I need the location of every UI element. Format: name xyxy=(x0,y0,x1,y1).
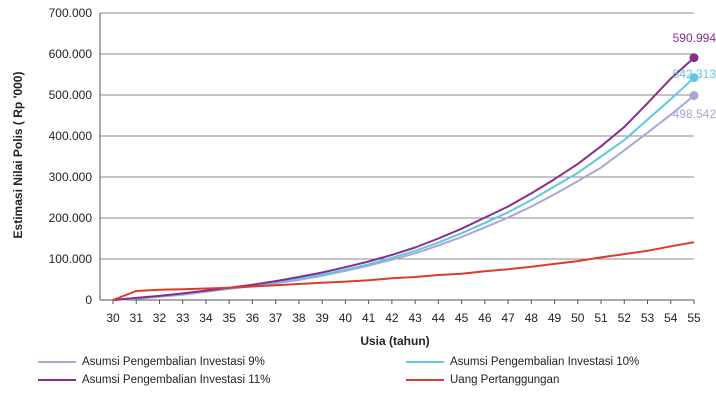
end-marker-2 xyxy=(689,53,699,63)
x-tick-label-13: 43 xyxy=(408,311,422,325)
x-tick-label-10: 40 xyxy=(339,311,353,325)
y-tick-label-3: 300.000 xyxy=(49,170,93,184)
end-value-labels: 498.542 542.313 590.994 xyxy=(673,31,716,121)
x-tick-label-24: 54 xyxy=(664,311,678,325)
x-tick-label-22: 52 xyxy=(618,311,632,325)
legend-swatch-10 xyxy=(406,361,444,363)
legend-swatch-up xyxy=(406,379,444,381)
x-tick-label-21: 51 xyxy=(594,311,608,325)
legend-swatch-11 xyxy=(38,379,76,381)
legend-item-11: Asumsi Pengembalian Investasi 11% xyxy=(38,374,270,386)
end-value-label-1: 542.313 xyxy=(673,67,716,81)
end-value-label-0: 498.542 xyxy=(673,107,716,121)
legend-label-10: Asumsi Pengembalian Investasi 10% xyxy=(450,356,640,368)
x-tick-label-1: 31 xyxy=(130,311,144,325)
x-tick-label-17: 47 xyxy=(501,311,515,325)
x-tick-label-9: 39 xyxy=(315,311,329,325)
x-axis-title: Usia (tahun) xyxy=(360,334,429,348)
gridlines xyxy=(100,12,694,260)
x-tick-label-15: 45 xyxy=(455,311,469,325)
x-tick-label-14: 44 xyxy=(432,311,446,325)
x-tick-label-5: 35 xyxy=(223,311,237,325)
y-tick-labels: 0 100.000 200.000 300.000 400.000 500.000 600.… xyxy=(49,6,93,307)
x-tick-label-12: 42 xyxy=(385,311,399,325)
y-tick-label-7: 700.000 xyxy=(49,6,93,20)
end-markers xyxy=(689,53,699,101)
x-tick-label-20: 50 xyxy=(571,311,585,325)
x-tick-label-2: 32 xyxy=(153,311,167,325)
legend-item-up: Uang Pertanggungan xyxy=(406,374,559,386)
legend-label-up: Uang Pertanggungan xyxy=(450,374,560,386)
y-tick-label-1: 100.000 xyxy=(49,252,93,266)
y-tick-label-4: 400.000 xyxy=(49,129,93,143)
y-tick-label-2: 200.000 xyxy=(49,211,93,225)
end-value-label-2: 590.994 xyxy=(673,31,716,45)
x-tick-label-19: 49 xyxy=(548,311,562,325)
end-marker-0 xyxy=(689,91,699,101)
x-tick-label-4: 34 xyxy=(199,311,213,325)
x-tick-label-3: 33 xyxy=(176,311,190,325)
axes xyxy=(99,13,695,304)
legend-label-9: Asumsi Pengembalian Investasi 9% xyxy=(82,356,265,368)
x-tick-label-18: 48 xyxy=(525,311,539,325)
x-tick-label-7: 37 xyxy=(269,311,283,325)
x-tick-labels: 30 31 32 33 34 35 36 37 38 39 40 41 42 43 44 45 46 47 48 49… xyxy=(106,311,701,325)
y-tick-label-5: 500.000 xyxy=(49,88,93,102)
legend-swatch-9 xyxy=(38,361,76,363)
x-tick-label-6: 36 xyxy=(246,311,260,325)
series-line-3 xyxy=(112,241,695,301)
series-lines xyxy=(112,56,695,301)
series-line-2 xyxy=(112,56,695,301)
y-axis-title: Estimasi Nilai Polis ( Rp '000) xyxy=(11,72,25,239)
x-tick-label-0: 30 xyxy=(106,311,120,325)
x-tick-label-23: 53 xyxy=(641,311,655,325)
x-tick-label-16: 46 xyxy=(478,311,492,325)
x-tick-label-25: 55 xyxy=(687,311,701,325)
y-tick-label-0: 0 xyxy=(85,293,92,307)
x-tick-label-11: 41 xyxy=(362,311,376,325)
legend-label-11: Asumsi Pengembalian Investasi 11% xyxy=(82,374,271,386)
legend-item-9: Asumsi Pengembalian Investasi 9% xyxy=(38,356,265,368)
x-tick-label-8: 38 xyxy=(292,311,306,325)
end-marker-1 xyxy=(689,73,699,83)
legend-item-10: Asumsi Pengembalian Investasi 10% xyxy=(406,356,639,368)
y-tick-label-6: 600.000 xyxy=(49,47,93,61)
